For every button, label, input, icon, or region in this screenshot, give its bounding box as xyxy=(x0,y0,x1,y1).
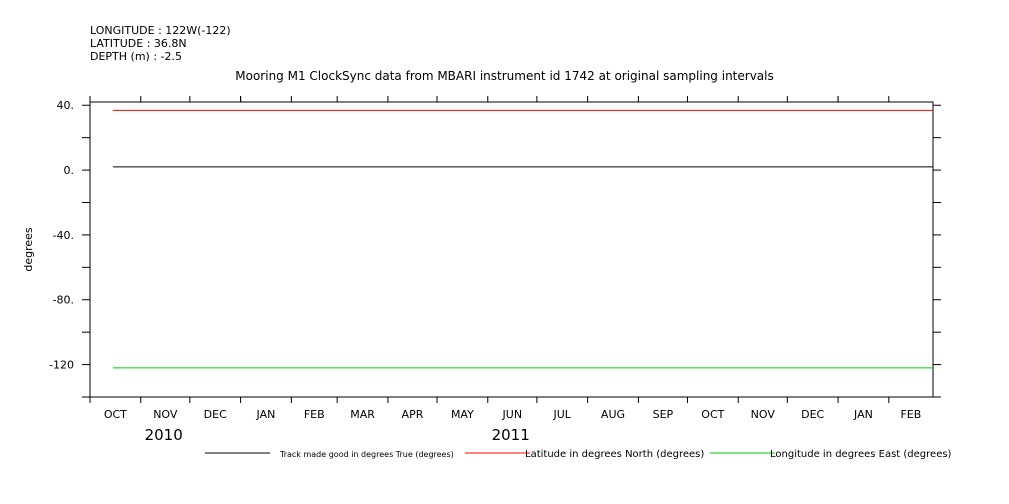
year-label: 2010 xyxy=(145,426,183,444)
x-tick-label: JUN xyxy=(502,408,523,421)
x-tick-label: DEC xyxy=(801,408,824,421)
plot-frame xyxy=(89,101,934,398)
header-depth: DEPTH (m) : -2.5 xyxy=(90,50,183,63)
y-tick-label: -80. xyxy=(53,294,74,307)
x-tick-label: JAN xyxy=(256,408,276,421)
y-axis-label: degrees xyxy=(22,227,35,272)
legend-label-1: Latitude in degrees North (degrees) xyxy=(525,449,704,460)
x-tick-label: NOV xyxy=(751,408,776,421)
y-tick-label: -120 xyxy=(49,359,74,372)
x-tick-label: SEP xyxy=(653,408,674,421)
legend-label-2: Longitude in degrees East (degrees) xyxy=(770,449,952,460)
x-tick-label: OCT xyxy=(701,408,724,421)
x-tick-label: JUL xyxy=(553,408,572,421)
header-latitude: LATITUDE : 36.8N xyxy=(90,37,187,50)
y-tick-label: -40. xyxy=(53,229,74,242)
x-tick-label: OCT xyxy=(104,408,127,421)
x-tick-label: FEB xyxy=(304,408,325,421)
x-tick-label: NOV xyxy=(153,408,178,421)
y-tick-label: 0. xyxy=(64,164,75,177)
legend-label-0: Track made good in degrees True (degrees… xyxy=(279,450,454,459)
x-tick-label: JAN xyxy=(853,408,873,421)
year-label: 2011 xyxy=(492,426,530,444)
x-tick-label: APR xyxy=(402,408,424,421)
x-tick-label: MAR xyxy=(350,408,375,421)
x-tick-label: DEC xyxy=(204,408,227,421)
header-longitude: LONGITUDE : 122W(-122) xyxy=(90,24,231,37)
x-tick-label: AUG xyxy=(601,408,625,421)
x-tick-label: FEB xyxy=(900,408,921,421)
y-tick-label: 40. xyxy=(57,99,75,112)
chart-title: Mooring M1 ClockSync data from MBARI ins… xyxy=(235,69,774,83)
x-tick-label: MAY xyxy=(451,408,474,421)
